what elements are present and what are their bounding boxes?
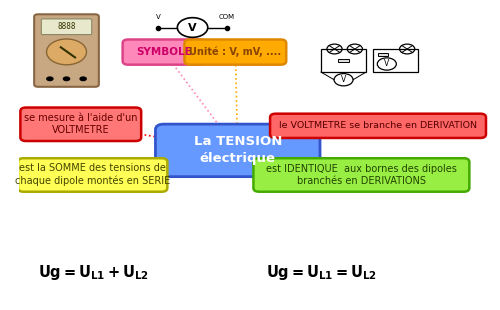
Text: $\mathbf{Ug = U_{L1} + U_{L2}}$: $\mathbf{Ug = U_{L1} + U_{L2}}$	[38, 264, 149, 282]
Circle shape	[62, 76, 70, 81]
FancyBboxPatch shape	[122, 39, 206, 65]
Bar	[374, 49, 418, 72]
Text: se mesure à l'aide d'un
VOLTMETRE: se mesure à l'aide d'un VOLTMETRE	[24, 113, 138, 135]
Text: COM: COM	[218, 14, 235, 20]
Circle shape	[46, 76, 54, 81]
FancyBboxPatch shape	[18, 158, 168, 192]
Text: V: V	[156, 14, 160, 20]
FancyBboxPatch shape	[42, 19, 92, 35]
Text: V: V	[341, 75, 346, 84]
Circle shape	[80, 76, 87, 81]
FancyBboxPatch shape	[184, 39, 286, 65]
Circle shape	[46, 39, 86, 65]
Text: SYMBOLE: SYMBOLE	[136, 47, 192, 57]
Text: V: V	[188, 23, 197, 33]
Text: V: V	[384, 60, 390, 69]
Bar	[338, 59, 349, 62]
Bar	[378, 53, 388, 56]
FancyBboxPatch shape	[156, 124, 320, 177]
FancyBboxPatch shape	[20, 108, 141, 141]
Text: est IDENTIQUE  aux bornes des dipoles
branchés en DERIVATIONS: est IDENTIQUE aux bornes des dipoles bra…	[266, 164, 457, 186]
FancyBboxPatch shape	[34, 14, 99, 87]
Text: 8888: 8888	[58, 22, 76, 31]
FancyBboxPatch shape	[254, 158, 470, 192]
Text: La TENSION
électrique: La TENSION électrique	[194, 135, 282, 166]
Text: $\mathbf{Ug = U_{L1} = U_{L2}}$: $\mathbf{Ug = U_{L1} = U_{L2}}$	[266, 264, 378, 282]
Text: Unité : V, mV, ....: Unité : V, mV, ....	[190, 47, 282, 57]
Text: est la SOMME des tensions de
chaque dipole montés en SERIE: est la SOMME des tensions de chaque dipo…	[15, 163, 171, 187]
Text: le VOLTMETRE se branche en DERIVATION: le VOLTMETRE se branche en DERIVATION	[279, 121, 477, 130]
Bar	[321, 49, 366, 72]
FancyBboxPatch shape	[270, 114, 486, 138]
